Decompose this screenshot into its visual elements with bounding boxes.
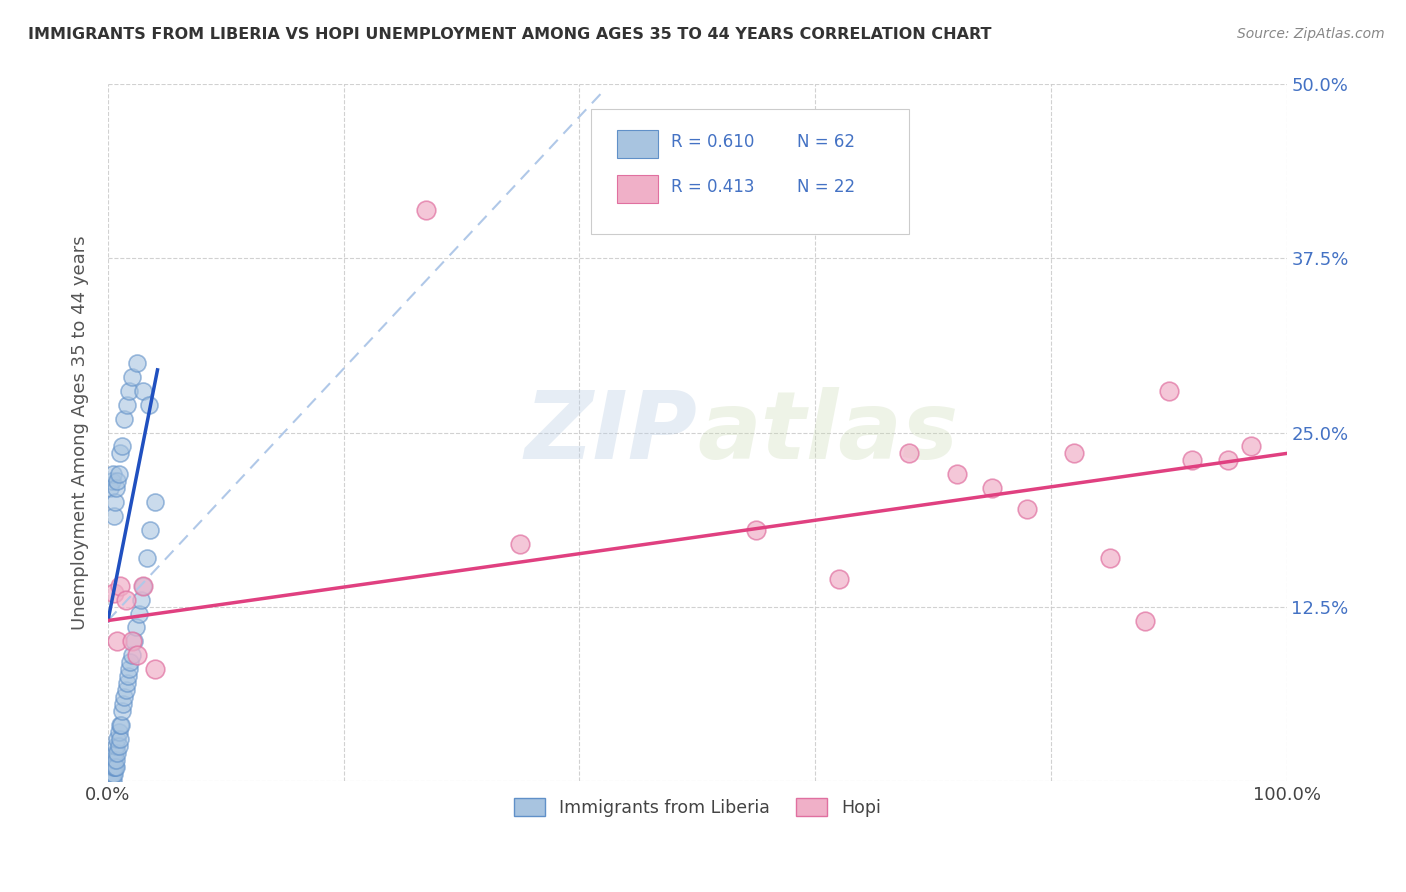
Point bbox=[110, 718, 132, 732]
Point bbox=[107, 467, 129, 482]
Point bbox=[121, 648, 143, 663]
Point bbox=[121, 634, 143, 648]
Point bbox=[108, 579, 131, 593]
Point bbox=[122, 634, 145, 648]
Text: atlas: atlas bbox=[697, 386, 959, 478]
Point bbox=[115, 398, 138, 412]
Point bbox=[132, 384, 155, 398]
Legend: Immigrants from Liberia, Hopi: Immigrants from Liberia, Hopi bbox=[506, 791, 887, 824]
Text: ZIP: ZIP bbox=[524, 386, 697, 478]
Point bbox=[103, 766, 125, 780]
FancyBboxPatch shape bbox=[591, 109, 910, 234]
Point bbox=[105, 753, 128, 767]
Point bbox=[745, 523, 768, 537]
Point bbox=[118, 384, 141, 398]
Point bbox=[108, 718, 131, 732]
Point bbox=[114, 690, 136, 705]
Y-axis label: Unemployment Among Ages 35 to 44 years: Unemployment Among Ages 35 to 44 years bbox=[72, 235, 89, 630]
Point bbox=[127, 356, 149, 370]
Point bbox=[108, 446, 131, 460]
Point bbox=[101, 766, 124, 780]
Point bbox=[143, 495, 166, 509]
Point bbox=[107, 739, 129, 753]
Point bbox=[828, 572, 851, 586]
Point bbox=[135, 550, 157, 565]
Point bbox=[138, 398, 160, 412]
Point bbox=[1063, 446, 1085, 460]
Point bbox=[105, 760, 128, 774]
Bar bbox=[617, 129, 658, 158]
Point bbox=[101, 760, 124, 774]
Point bbox=[1017, 502, 1039, 516]
Text: Source: ZipAtlas.com: Source: ZipAtlas.com bbox=[1237, 27, 1385, 41]
Point bbox=[104, 746, 127, 760]
Point bbox=[103, 753, 125, 767]
Point bbox=[101, 773, 124, 788]
Point bbox=[108, 731, 131, 746]
Point bbox=[509, 537, 531, 551]
Point bbox=[125, 620, 148, 634]
Point bbox=[107, 725, 129, 739]
Point bbox=[128, 607, 150, 621]
Point bbox=[103, 760, 125, 774]
Point bbox=[120, 655, 142, 669]
Point bbox=[98, 766, 121, 780]
Point bbox=[121, 369, 143, 384]
Point bbox=[104, 760, 127, 774]
Point bbox=[1181, 453, 1204, 467]
Point bbox=[100, 475, 122, 489]
Point bbox=[1098, 550, 1121, 565]
Point bbox=[98, 773, 121, 788]
Point bbox=[114, 592, 136, 607]
Point bbox=[143, 662, 166, 676]
Point bbox=[129, 592, 152, 607]
Point bbox=[112, 697, 135, 711]
Point bbox=[100, 760, 122, 774]
Point bbox=[1240, 440, 1263, 454]
Point bbox=[103, 509, 125, 524]
Point bbox=[1157, 384, 1180, 398]
Point bbox=[100, 773, 122, 788]
Point bbox=[100, 766, 122, 780]
Point bbox=[98, 481, 121, 495]
Text: N = 62: N = 62 bbox=[797, 133, 855, 152]
Point bbox=[107, 731, 129, 746]
Point bbox=[114, 683, 136, 698]
Bar bbox=[617, 175, 658, 202]
Point bbox=[415, 202, 437, 217]
Point bbox=[103, 585, 125, 599]
Point bbox=[118, 662, 141, 676]
Text: N = 22: N = 22 bbox=[797, 178, 856, 196]
Point bbox=[98, 773, 121, 788]
Point bbox=[101, 467, 124, 482]
Point bbox=[115, 676, 138, 690]
Point bbox=[945, 467, 967, 482]
Point bbox=[114, 411, 136, 425]
Text: IMMIGRANTS FROM LIBERIA VS HOPI UNEMPLOYMENT AMONG AGES 35 TO 44 YEARS CORRELATI: IMMIGRANTS FROM LIBERIA VS HOPI UNEMPLOY… bbox=[28, 27, 991, 42]
Point bbox=[981, 481, 1004, 495]
Text: R = 0.413: R = 0.413 bbox=[671, 178, 755, 196]
Text: R = 0.610: R = 0.610 bbox=[671, 133, 755, 152]
Point bbox=[111, 440, 134, 454]
Point bbox=[107, 746, 129, 760]
Point bbox=[105, 481, 128, 495]
Point bbox=[1216, 453, 1239, 467]
Point bbox=[98, 766, 121, 780]
Point bbox=[117, 669, 139, 683]
Point bbox=[107, 634, 129, 648]
Point bbox=[107, 475, 129, 489]
Point bbox=[100, 753, 122, 767]
Point bbox=[105, 739, 128, 753]
Point bbox=[104, 495, 127, 509]
Point bbox=[98, 773, 121, 788]
Point bbox=[132, 579, 155, 593]
Point bbox=[1133, 614, 1156, 628]
Point bbox=[111, 704, 134, 718]
Point bbox=[139, 523, 162, 537]
Point bbox=[127, 648, 149, 663]
Point bbox=[98, 760, 121, 774]
Point bbox=[132, 579, 155, 593]
Point bbox=[898, 446, 921, 460]
